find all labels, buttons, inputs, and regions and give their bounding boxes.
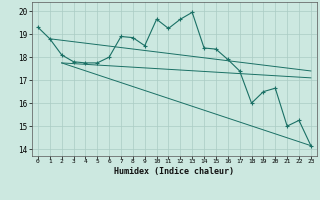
X-axis label: Humidex (Indice chaleur): Humidex (Indice chaleur) — [115, 167, 234, 176]
